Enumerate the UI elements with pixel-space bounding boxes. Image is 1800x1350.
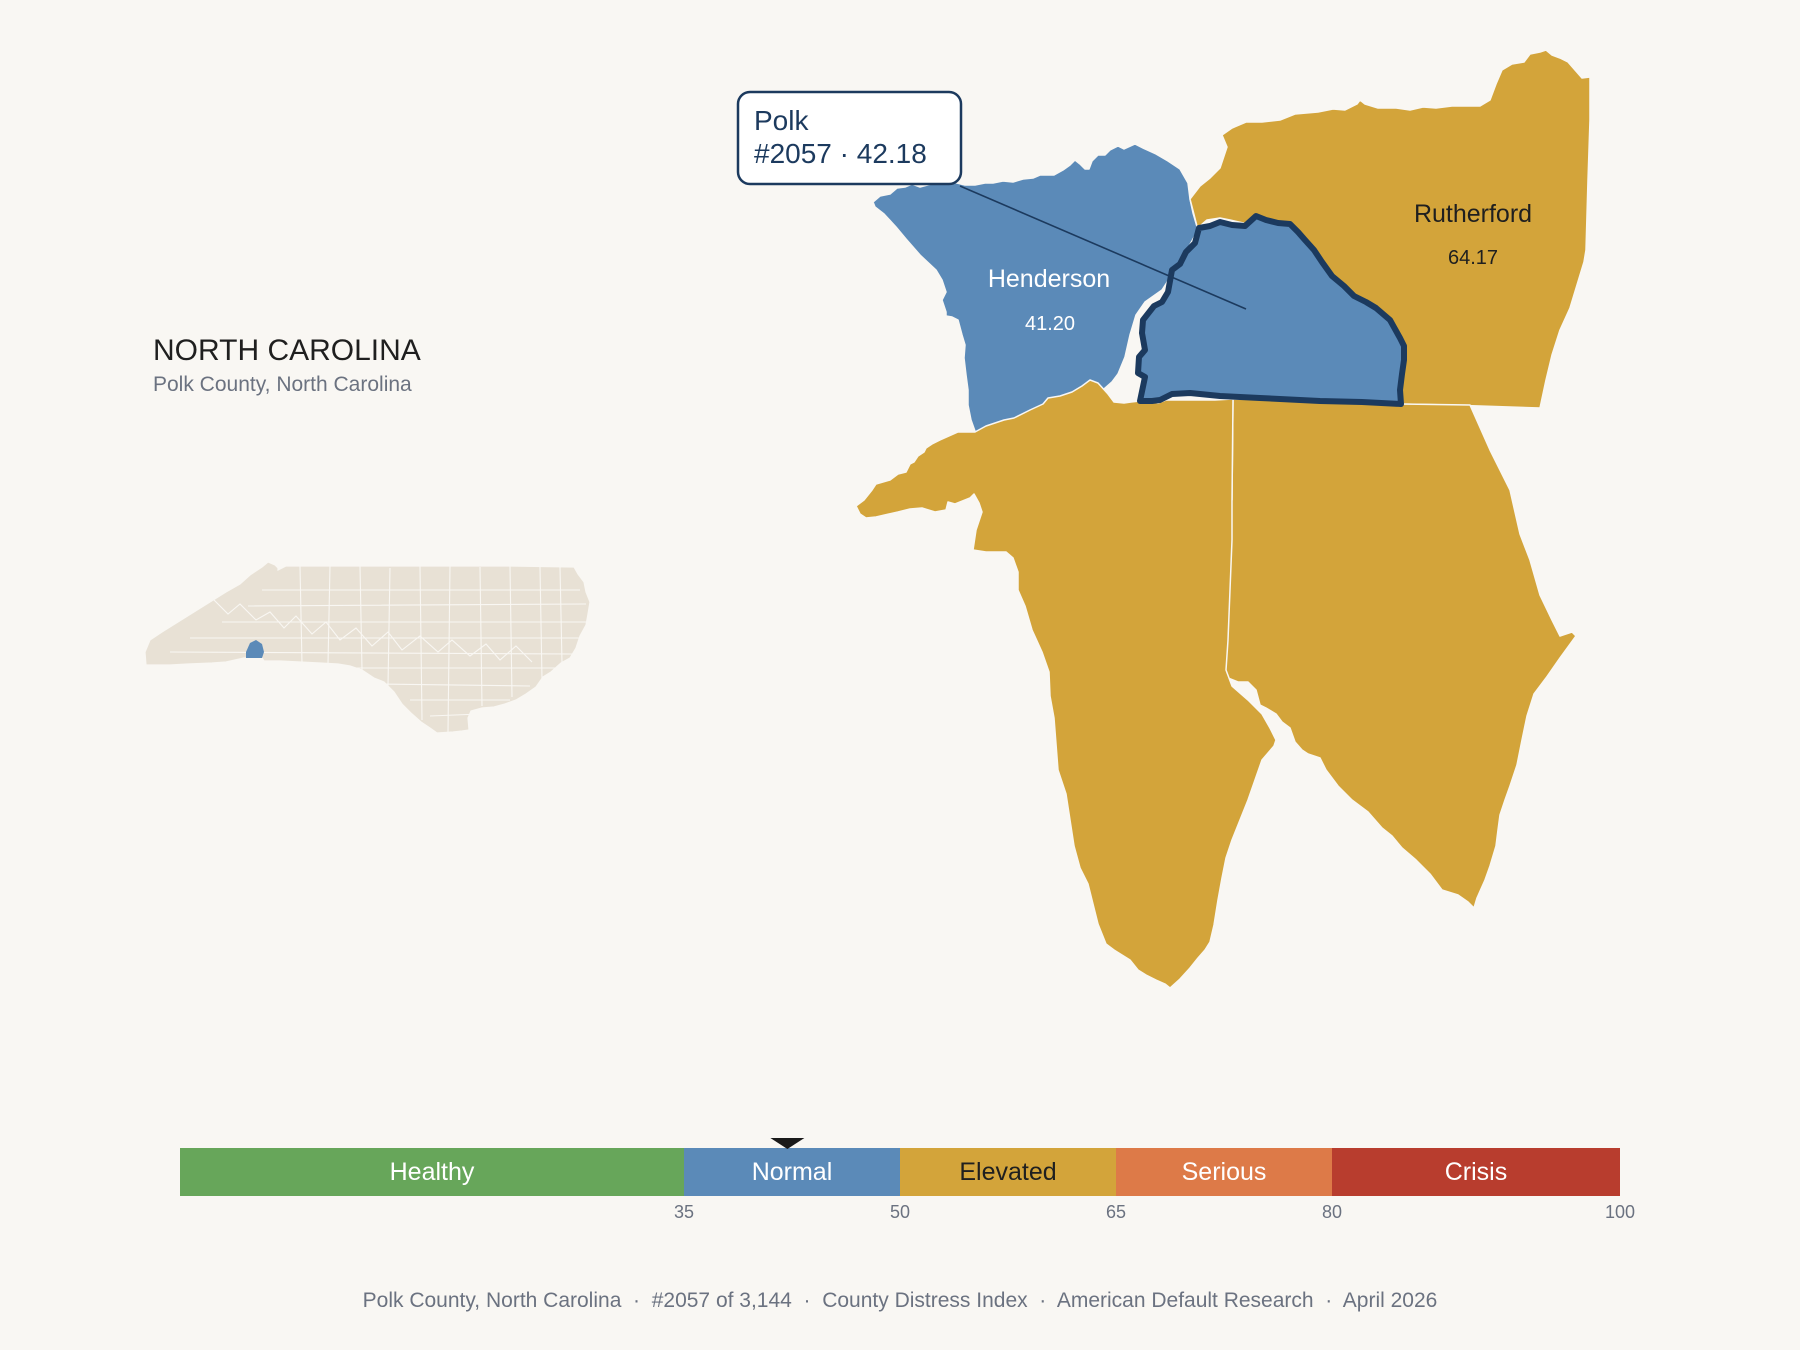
scale-tick-35: 35 — [674, 1202, 694, 1222]
callout-rank-score: #2057 · 42.18 — [754, 138, 927, 169]
footer-date: April 2026 — [1343, 1289, 1438, 1312]
scale-segment-normal — [684, 1148, 900, 1196]
state-title: NORTH CAROLINA — [153, 334, 421, 367]
scale-segment-elevated — [900, 1148, 1116, 1196]
scale-segment-healthy — [180, 1148, 684, 1196]
distress-scale: Healthy Normal Elevated Serious Crisis 35 50 65… — [180, 1138, 1635, 1222]
footer-sep-4: · — [1314, 1289, 1343, 1312]
inset-state-shape — [144, 561, 591, 734]
scale-label-serious: Serious — [1182, 1158, 1267, 1186]
footer-source: American Default Research — [1057, 1289, 1314, 1312]
scale-label-healthy: Healthy — [390, 1158, 475, 1186]
callout-leader-line — [959, 185, 1247, 310]
henderson-label: Henderson — [988, 265, 1110, 293]
county-map — [855, 49, 1591, 989]
scale-label-normal: Normal — [752, 1158, 833, 1186]
scale-marker — [770, 1138, 805, 1149]
callout-box — [736, 90, 963, 186]
scale-tick-100: 100 — [1605, 1202, 1635, 1222]
state-inset-map — [144, 561, 591, 734]
scale-segment-crisis — [1332, 1148, 1620, 1196]
callout-county-name: Polk — [754, 105, 809, 136]
footer-index: County Distress Index — [822, 1289, 1028, 1312]
footer-line: Polk County, North Carolina · #2057 of 3… — [363, 1289, 1438, 1312]
henderson-value: 41.20 — [1025, 313, 1075, 335]
inset-county-lines — [169, 565, 587, 733]
county-south[interactable] — [855, 379, 1277, 989]
footer-sep-2: · — [792, 1289, 822, 1312]
scale-segment-serious — [1116, 1148, 1332, 1196]
state-subtitle: Polk County, North Carolina — [153, 373, 412, 396]
scale-label-elevated: Elevated — [959, 1158, 1056, 1186]
rutherford-value: 64.17 — [1448, 247, 1498, 269]
scale-label-crisis: Crisis — [1445, 1158, 1508, 1186]
scale-tick-80: 80 — [1322, 1202, 1342, 1222]
footer-sep-1: · — [621, 1289, 651, 1312]
scale-tick-50: 50 — [890, 1202, 910, 1222]
footer-rank: #2057 of 3,144 — [652, 1289, 792, 1312]
footer-county: Polk County, North Carolina — [363, 1289, 622, 1312]
county-polk[interactable] — [1135, 213, 1407, 407]
footer-sep-3: · — [1028, 1289, 1057, 1312]
scale-tick-65: 65 — [1106, 1202, 1126, 1222]
inset-polk-highlight — [246, 640, 264, 658]
rutherford-label: Rutherford — [1414, 200, 1532, 228]
